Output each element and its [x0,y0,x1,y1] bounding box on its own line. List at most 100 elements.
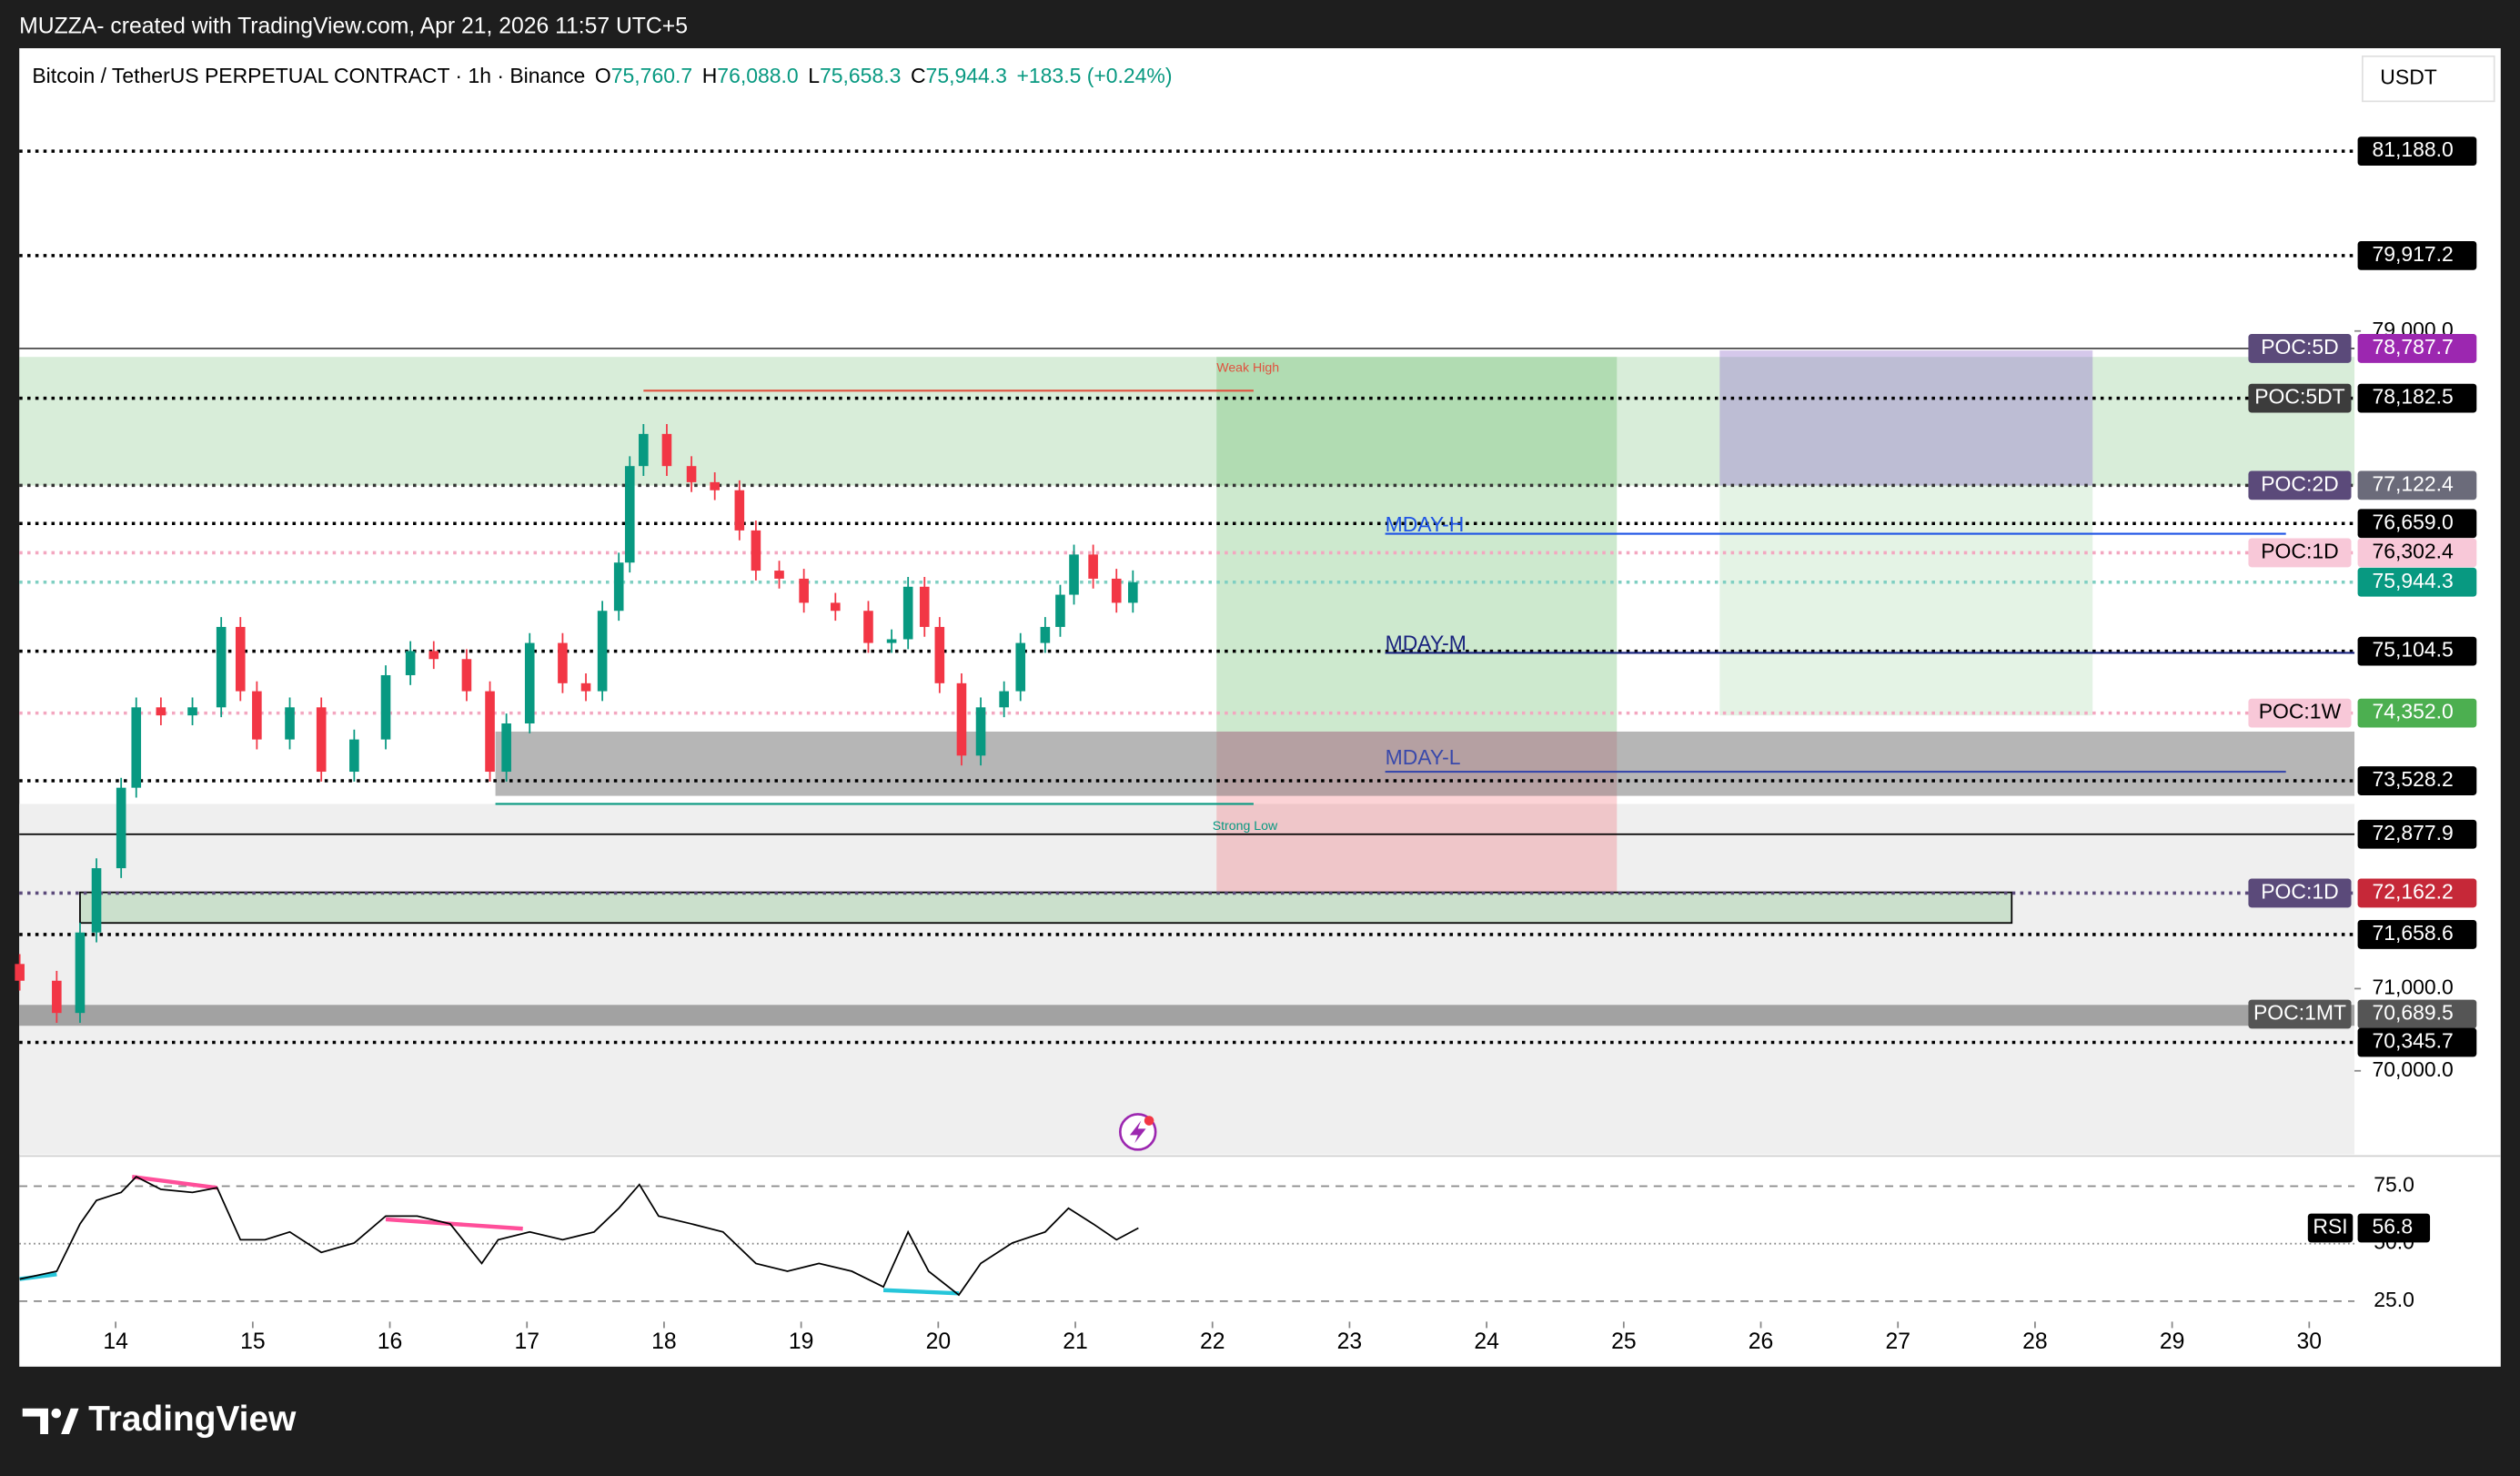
candle-body [216,626,227,708]
price-label-bg [2357,334,2477,363]
candle-body [252,691,262,740]
candle-body [661,433,672,467]
candle-body [405,651,416,675]
ohlc-value: 76,088.0 [717,64,798,87]
poc-tag-bg [2248,999,2352,1029]
rsi-name: RSI [2313,1215,2347,1238]
ohlc-value: 75,944.3 [926,64,1007,87]
candle-body [902,586,913,640]
candle-body [597,611,608,692]
brand-logo[interactable] [22,1408,79,1435]
price-label: 77,122.4 [2372,471,2454,495]
candle-body [91,868,102,933]
price-label: 70,345.7 [2372,1029,2453,1053]
candle-body [886,639,897,643]
poc-tag: POC:1D [2261,539,2338,562]
candle-body [501,723,511,773]
x-tick-label: 24 [1474,1329,1499,1354]
x-tick-label: 19 [789,1329,813,1354]
symbol: Bitcoin / TetherUS PERPETUAL CONTRACT · … [32,64,585,87]
rsi-value-bg [2357,1213,2431,1243]
price-label-bg [2357,509,2477,539]
candle-body [131,707,142,788]
zone [1719,350,2093,486]
candle-body [116,787,126,869]
candle-body [975,707,986,756]
brand: TradingView [88,1400,297,1439]
price-label-bg [2357,878,2477,908]
x-tick-label: 21 [1063,1329,1087,1354]
x-tick-label: 20 [926,1329,951,1354]
x-tick-label: 27 [1885,1329,1910,1354]
poc-tag-bg [2248,698,2352,728]
ohlc-key: C [911,64,926,87]
ohlc-key: L [808,64,820,87]
zone [19,1005,2355,1026]
candle-body [285,707,295,740]
annotation: MDAY-H [1386,512,1465,536]
candle-body [461,659,472,692]
price-label: 70,689.5 [2372,1001,2453,1025]
candle-body [52,980,62,1014]
candle-body [15,964,25,981]
price-label-bg [2357,698,2477,728]
rsi-tick-label: 75.0 [2374,1173,2414,1197]
candle-body [235,626,246,692]
poc-tag: POC:1D [2261,879,2338,903]
poc-tag-bg [2248,538,2352,568]
x-tick-label: 14 [103,1329,128,1354]
price-label-bg [2357,999,2477,1029]
annotation: Weak High [1216,359,1279,374]
candle-body [349,739,359,773]
annotation: MDAY-M [1386,632,1467,655]
candle-body [580,682,591,692]
candle-body [919,586,930,627]
poc-tag-bg [2248,383,2352,413]
rsi-divergence [882,1288,960,1296]
price-label-bg [2357,240,2477,270]
candle-body [799,578,809,603]
candle-body [485,691,495,773]
candle-body [734,490,745,531]
candle-body [187,707,197,716]
price-label: 76,302.4 [2372,539,2454,562]
candle-body [613,562,624,612]
price-label-bg [2357,567,2477,597]
price-label-bg [2357,538,2477,568]
price-label: 79,917.2 [2372,242,2453,266]
zone [1216,357,1618,732]
x-tick-label: 18 [651,1329,676,1354]
header-text: MUZZA- created with TradingView.com, Apr… [19,15,688,39]
candle-body [1040,626,1051,643]
price-label: 78,182.5 [2372,385,2453,409]
candle-body [686,466,697,482]
currency-box[interactable] [2361,55,2495,103]
candle-body [831,602,841,612]
price-label-bg [2357,766,2477,795]
rsi-value: 56.8 [2372,1215,2413,1238]
x-tick-label: 17 [514,1329,539,1354]
candle-body [999,691,1009,708]
rsi-line [19,1176,1139,1297]
price-label-bg [2357,920,2477,949]
x-tick-label: 23 [1337,1329,1362,1354]
price-label-bg [2357,819,2477,849]
change: +183.5 (+0.24%) [1017,64,1173,87]
candle-body [624,466,635,563]
poc-tag-bg [2248,878,2352,908]
candle-body [1015,642,1026,692]
price-label-bg [2357,1027,2477,1057]
poc-tag: POC:5D [2261,335,2338,359]
replay-icon[interactable] [1118,1113,1157,1151]
price-label-bg [2357,636,2477,666]
y-tick-label: 70,000.0 [2372,1057,2453,1081]
candle-body [524,642,535,724]
candle-body [316,707,327,773]
rsi-tick-label: 25.0 [2374,1288,2414,1311]
rsi-divergence [131,1174,217,1190]
ohlc-value: 75,760.7 [611,64,692,87]
zone [495,731,2355,796]
x-tick-label: 29 [2160,1329,2184,1354]
legend: Bitcoin / TetherUS PERPETUAL CONTRACT · … [32,64,1172,87]
